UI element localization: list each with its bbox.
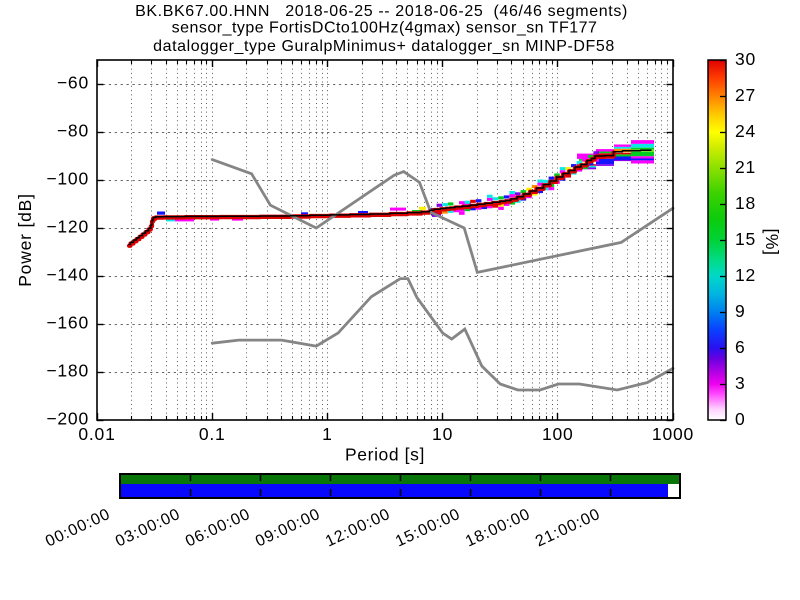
svg-text:27: 27 — [735, 85, 756, 105]
svg-text:0.1: 0.1 — [199, 424, 226, 444]
svg-text:30: 30 — [735, 49, 756, 69]
svg-text:24: 24 — [735, 121, 756, 141]
svg-text:0.01: 0.01 — [78, 424, 115, 444]
svg-text:9: 9 — [735, 301, 746, 321]
svg-text:−80: −80 — [57, 121, 89, 141]
svg-text:Power [dB]: Power [dB] — [15, 193, 35, 287]
svg-text:BK.BK67.00.HNN 2018-06-25 --: BK.BK67.00.HNN 2018-06-25 -- 2018-06-25 … — [135, 3, 628, 20]
svg-text:18: 18 — [735, 193, 756, 213]
svg-text:100: 100 — [542, 424, 574, 444]
svg-text:0: 0 — [735, 409, 746, 429]
svg-text:−160: −160 — [46, 313, 89, 333]
svg-text:−100: −100 — [46, 169, 89, 189]
svg-text:datalogger_type GuralpMinimus+: datalogger_type GuralpMinimus+ datalogge… — [153, 38, 615, 55]
svg-text:10: 10 — [432, 424, 453, 444]
svg-text:1000: 1000 — [652, 424, 694, 444]
svg-text:12: 12 — [735, 265, 756, 285]
svg-text:−200: −200 — [46, 409, 89, 429]
svg-text:21: 21 — [735, 157, 756, 177]
svg-text:1: 1 — [322, 424, 333, 444]
svg-text:−120: −120 — [46, 217, 89, 237]
svg-text:sensor_type FortisDCto100Hz(4g: sensor_type FortisDCto100Hz(4gmax) senso… — [172, 20, 598, 37]
svg-text:6: 6 — [735, 337, 746, 357]
svg-text:−60: −60 — [57, 73, 89, 93]
svg-text:[%]: [%] — [762, 228, 782, 255]
svg-text:15: 15 — [735, 229, 756, 249]
svg-text:Period [s]: Period [s] — [345, 445, 425, 465]
svg-text:−180: −180 — [46, 361, 89, 381]
svg-text:−140: −140 — [46, 265, 89, 285]
svg-text:3: 3 — [735, 373, 746, 393]
